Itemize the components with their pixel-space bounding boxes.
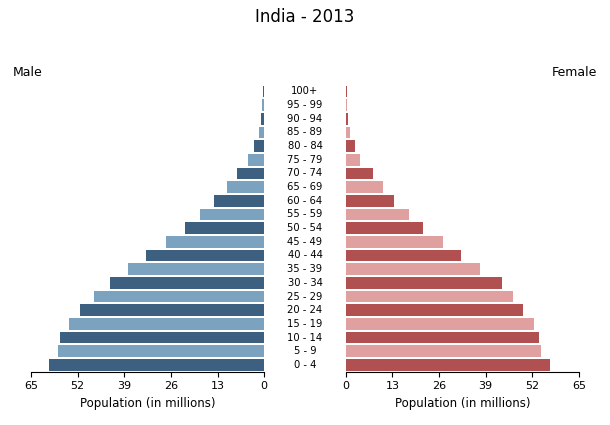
Bar xyxy=(346,359,550,371)
Text: 50 - 54: 50 - 54 xyxy=(287,223,323,233)
Text: 80 - 84: 80 - 84 xyxy=(287,141,323,151)
Bar xyxy=(346,167,373,179)
Bar xyxy=(128,264,264,275)
Bar xyxy=(346,249,461,261)
Text: 10 - 14: 10 - 14 xyxy=(287,332,323,343)
Bar xyxy=(79,304,264,316)
Text: 30 - 34: 30 - 34 xyxy=(287,278,323,288)
Text: India - 2013: India - 2013 xyxy=(256,8,354,26)
Bar xyxy=(69,318,264,330)
Bar xyxy=(346,99,347,111)
Bar xyxy=(346,318,534,330)
Bar xyxy=(214,195,264,207)
Bar xyxy=(263,85,264,97)
Bar xyxy=(346,304,523,316)
X-axis label: Population (in millions): Population (in millions) xyxy=(395,397,530,410)
Bar xyxy=(346,154,360,166)
Bar xyxy=(226,181,264,193)
Bar xyxy=(254,140,264,152)
Text: 90 - 94: 90 - 94 xyxy=(287,114,323,124)
Text: 70 - 74: 70 - 74 xyxy=(287,168,323,178)
Bar xyxy=(346,113,348,125)
Bar xyxy=(165,236,264,248)
Bar xyxy=(346,277,502,289)
Text: 55 - 59: 55 - 59 xyxy=(287,210,323,219)
Bar xyxy=(346,181,384,193)
Bar xyxy=(346,127,350,138)
Bar xyxy=(259,127,264,138)
X-axis label: Age Group: Age Group xyxy=(274,383,336,396)
Bar xyxy=(346,291,512,302)
Bar xyxy=(346,236,443,248)
Bar xyxy=(346,222,423,234)
Bar xyxy=(248,154,264,166)
Bar xyxy=(346,195,394,207)
Bar xyxy=(110,277,264,289)
Bar xyxy=(49,359,264,371)
Text: Female: Female xyxy=(552,66,598,79)
Bar xyxy=(237,167,264,179)
Bar xyxy=(346,346,541,357)
Text: 35 - 39: 35 - 39 xyxy=(287,264,323,274)
Bar xyxy=(262,99,264,111)
Text: 15 - 19: 15 - 19 xyxy=(287,319,323,329)
Bar xyxy=(94,291,264,302)
Text: 45 - 49: 45 - 49 xyxy=(287,237,323,247)
Bar xyxy=(346,332,539,343)
Bar xyxy=(346,140,355,152)
Text: 25 - 29: 25 - 29 xyxy=(287,292,323,301)
Text: 100+: 100+ xyxy=(292,86,318,96)
Text: 85 - 89: 85 - 89 xyxy=(287,128,323,137)
Text: Male: Male xyxy=(12,66,42,79)
Bar xyxy=(58,346,264,357)
X-axis label: Population (in millions): Population (in millions) xyxy=(80,397,215,410)
Text: 0 - 4: 0 - 4 xyxy=(294,360,316,370)
Text: 40 - 44: 40 - 44 xyxy=(287,250,323,261)
Text: 60 - 64: 60 - 64 xyxy=(287,196,323,206)
Text: 95 - 99: 95 - 99 xyxy=(287,100,323,110)
Bar xyxy=(261,113,264,125)
Text: 75 - 79: 75 - 79 xyxy=(287,155,323,165)
Text: 5 - 9: 5 - 9 xyxy=(293,346,317,356)
Bar xyxy=(346,264,480,275)
Text: 65 - 69: 65 - 69 xyxy=(287,182,323,192)
Bar xyxy=(60,332,264,343)
Bar xyxy=(185,222,264,234)
Bar xyxy=(199,209,264,220)
Bar xyxy=(346,209,409,220)
Text: 20 - 24: 20 - 24 xyxy=(287,305,323,315)
Bar xyxy=(146,249,264,261)
